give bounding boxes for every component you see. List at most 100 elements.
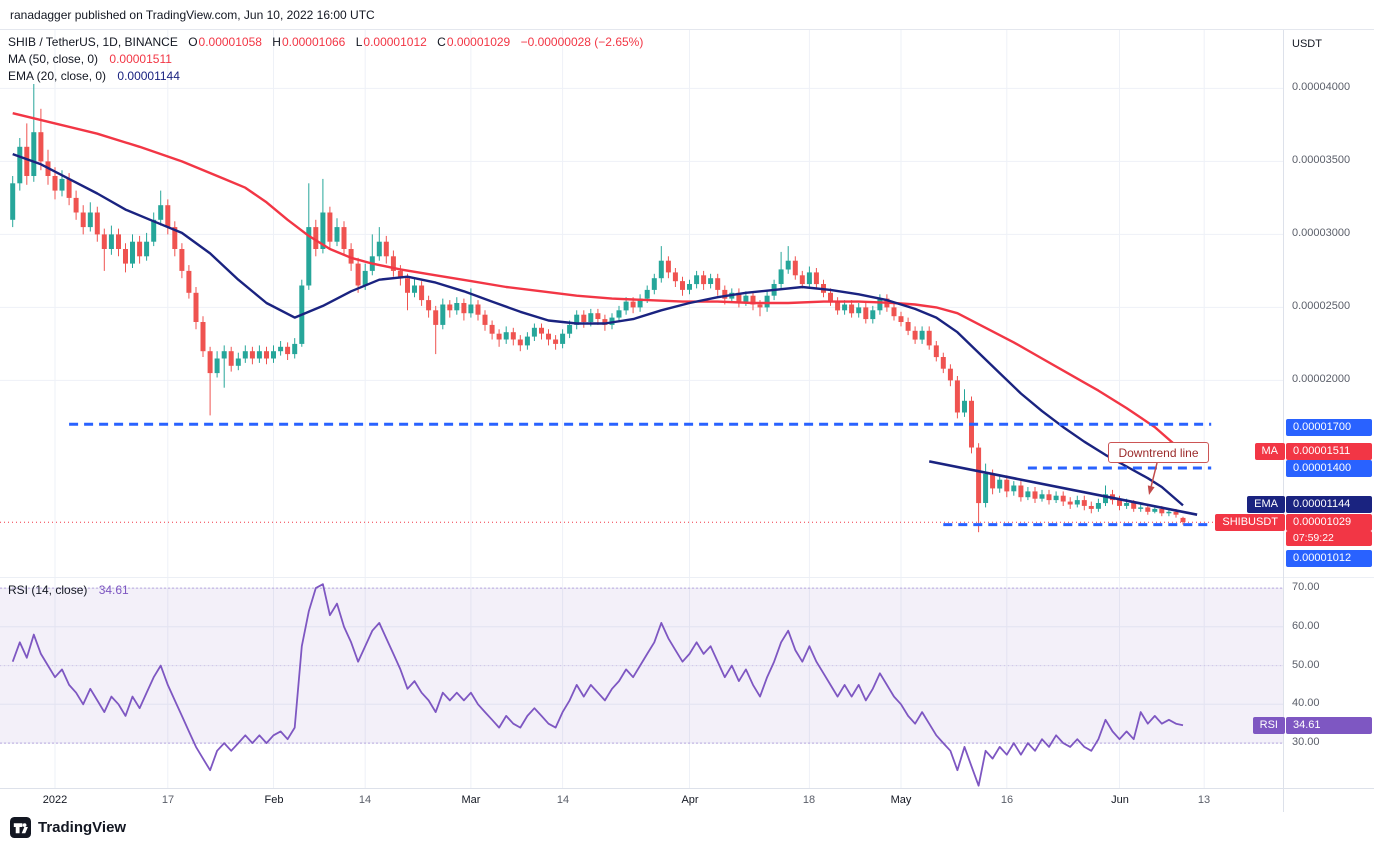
candle-body bbox=[383, 241, 389, 257]
candle-body bbox=[447, 304, 453, 311]
candle-body bbox=[66, 178, 72, 198]
candle-body bbox=[94, 212, 100, 235]
high-value: 0.00001066 bbox=[281, 35, 346, 49]
candle-body bbox=[637, 298, 643, 308]
chart-legend: SHIB / TetherUS, 1D, BINANCE O0.00001058… bbox=[8, 34, 643, 85]
candle-body bbox=[715, 278, 721, 290]
callout-arrowhead bbox=[1147, 485, 1155, 495]
candle-body bbox=[680, 281, 685, 290]
candle-body bbox=[510, 332, 516, 340]
candle-body bbox=[144, 241, 150, 257]
tradingview-logo-text: TradingView bbox=[38, 819, 127, 836]
symbol-badge-tag: SHIBUSDT bbox=[1215, 514, 1285, 531]
rsi-pane[interactable] bbox=[0, 578, 1283, 788]
candle-body bbox=[341, 227, 347, 249]
candle-body bbox=[616, 310, 622, 318]
candle-body bbox=[285, 346, 291, 355]
level-1700-value: 0.00001700 bbox=[1286, 419, 1372, 436]
candle-body bbox=[785, 260, 791, 270]
ma-badge-tag: MA bbox=[1254, 443, 1285, 460]
rsi-legend-row[interactable]: RSI (14, close) 34.61 bbox=[8, 582, 129, 598]
candle-body bbox=[983, 473, 989, 503]
symbol-legend-row[interactable]: SHIB / TetherUS, 1D, BINANCE O0.00001058… bbox=[8, 34, 643, 51]
candle-body bbox=[200, 322, 206, 352]
candle-body bbox=[1004, 479, 1010, 492]
price-axis-column[interactable]: USDT 0.00004000 0.00003500 0.00003000 0.000… bbox=[1283, 30, 1374, 812]
candle-body bbox=[658, 260, 664, 279]
candle-body bbox=[475, 304, 481, 315]
price-pane[interactable] bbox=[0, 30, 1283, 578]
candle-body bbox=[546, 333, 551, 340]
downtrend-trendline[interactable] bbox=[928, 460, 1198, 516]
candle-body bbox=[1081, 500, 1087, 506]
high-label: H bbox=[272, 35, 281, 49]
rsi-band bbox=[0, 588, 1283, 744]
candle-body bbox=[517, 339, 523, 346]
tradingview-logo-icon bbox=[10, 817, 31, 838]
candle-body bbox=[990, 473, 996, 489]
candle-body bbox=[235, 358, 241, 366]
candle-body bbox=[962, 400, 967, 413]
candle-body bbox=[503, 332, 509, 340]
candle-body bbox=[101, 234, 107, 249]
close-label: C bbox=[437, 35, 446, 49]
candle-body bbox=[165, 205, 171, 228]
candle-body bbox=[581, 314, 587, 322]
candle-body bbox=[940, 357, 946, 369]
candle-body bbox=[764, 295, 770, 308]
candle-body bbox=[630, 301, 636, 308]
candle-body bbox=[1018, 485, 1024, 498]
tradingview-logo[interactable]: TradingView bbox=[10, 817, 126, 838]
candle-body bbox=[10, 183, 16, 220]
candle-body bbox=[905, 322, 911, 331]
candle-body bbox=[835, 301, 841, 311]
candle-body bbox=[806, 272, 812, 285]
candle-body bbox=[172, 227, 178, 249]
time-tick-label: Feb bbox=[264, 794, 284, 806]
ma-badge-value: 0.00001511 bbox=[1286, 443, 1372, 460]
price-tick-label: 0.00003500 bbox=[1292, 154, 1351, 166]
candle-body bbox=[687, 284, 692, 290]
time-tick-label: May bbox=[890, 794, 912, 806]
candle-body bbox=[644, 289, 650, 299]
price-level-badge-1400: 0.00001400 bbox=[1286, 460, 1372, 477]
candle-body bbox=[1032, 491, 1038, 499]
candle-body bbox=[433, 310, 439, 325]
time-tick-label: 14 bbox=[358, 794, 372, 806]
candle-body bbox=[306, 227, 312, 286]
ema-indicator-name: EMA (20, close, 0) bbox=[8, 69, 107, 83]
candle-body bbox=[891, 307, 897, 317]
rsi-value-badge: RSI 34.61 bbox=[1252, 717, 1372, 734]
candle-body bbox=[672, 272, 678, 282]
rsi-line[interactable] bbox=[11, 583, 1184, 787]
candle-body bbox=[1180, 517, 1186, 523]
time-tick-label: Apr bbox=[681, 794, 699, 806]
candle-body bbox=[390, 256, 396, 271]
candle-body bbox=[292, 343, 298, 355]
candle-body bbox=[524, 336, 530, 346]
candle-body bbox=[1152, 508, 1158, 512]
symbol-title: SHIB / TetherUS, 1D, BINANCE bbox=[8, 35, 178, 49]
candle-body bbox=[278, 346, 284, 352]
price-tick-label: 0.00004000 bbox=[1292, 81, 1351, 93]
candle-body bbox=[24, 146, 30, 176]
ma-indicator-value: 0.00001511 bbox=[109, 52, 172, 66]
candle-body bbox=[137, 241, 143, 257]
ma-legend-row[interactable]: MA (50, close, 0) 0.00001511 bbox=[8, 51, 643, 68]
ema-legend-row[interactable]: EMA (20, close, 0) 0.00001144 bbox=[8, 68, 643, 85]
candle-body bbox=[947, 368, 953, 381]
candle-body bbox=[1060, 495, 1066, 502]
candle-body bbox=[778, 269, 784, 284]
ema20-line[interactable] bbox=[12, 152, 1184, 507]
publisher-text: ranadagger published on TradingView.com,… bbox=[10, 8, 375, 22]
price-level-badge-1012: 0.00001012 bbox=[1286, 550, 1372, 567]
candle-body bbox=[31, 132, 37, 176]
rsi-badge-value: 34.61 bbox=[1286, 717, 1372, 734]
time-axis[interactable]: 2022 17 Feb 14 Mar 14 Apr 18 May 16 Jun 13 bbox=[0, 788, 1374, 814]
candle-body bbox=[440, 304, 446, 325]
candle-body bbox=[130, 241, 135, 264]
ema-badge-value: 0.00001144 bbox=[1286, 496, 1372, 513]
candle-body bbox=[1088, 506, 1094, 509]
ma50-line[interactable] bbox=[12, 112, 1184, 453]
